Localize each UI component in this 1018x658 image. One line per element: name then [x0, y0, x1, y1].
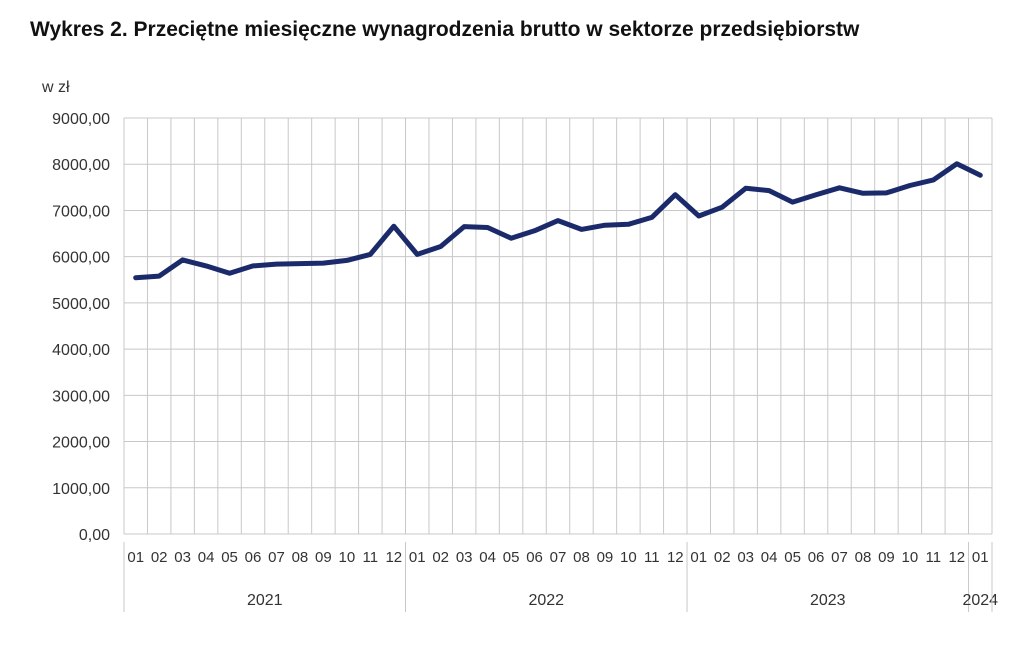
year-label: 2022 [528, 592, 564, 609]
x-tick-label: 03 [737, 549, 754, 566]
x-tick-labels: 01 02 03 04 05 06 07 08 09 10 11 12 01 02 03 04 05 06 07 08… [127, 549, 988, 566]
x-tick-label: 01 [690, 549, 707, 566]
chart-title: Wykres 2. Przeciętne miesięczne wynagrod… [30, 18, 860, 41]
x-tick-label: 03 [456, 549, 473, 566]
x-tick-label: 10 [620, 549, 637, 566]
y-tick-label: 8000,00 [52, 157, 110, 174]
series-layer [133, 161, 983, 281]
y-tick-label: 7000,00 [52, 203, 110, 220]
x-tick-label: 11 [644, 549, 660, 566]
y-tick-label: 1000,00 [52, 481, 110, 498]
y-axis-unit-label: w zł [41, 79, 70, 96]
year-label: 2023 [810, 592, 846, 609]
grid-lines [123, 117, 993, 535]
y-tick-label: 5000,00 [52, 296, 110, 313]
x-tick-label: 06 [245, 549, 262, 566]
x-tick-label: 02 [714, 549, 731, 566]
x-tick-label: 05 [503, 549, 520, 566]
x-tick-label: 01 [972, 549, 989, 566]
x-tick-label: 06 [808, 549, 825, 566]
y-tick-label: 4000,00 [52, 342, 110, 359]
x-tick-label: 02 [432, 549, 449, 566]
x-tick-label: 01 [409, 549, 426, 566]
x-tick-label: 09 [315, 549, 332, 566]
year-label: 2021 [247, 592, 283, 609]
year-labels: 2021 2022 2023 2024 [123, 542, 998, 612]
x-tick-label: 03 [174, 549, 191, 566]
y-tick-label: 6000,00 [52, 250, 110, 267]
x-tick-label: 04 [479, 549, 496, 566]
x-tick-label: 11 [363, 549, 379, 566]
x-tick-label: 01 [127, 549, 144, 566]
x-tick-label: 06 [526, 549, 543, 566]
x-tick-label: 05 [221, 549, 238, 566]
x-tick-label: 07 [268, 549, 285, 566]
x-tick-label: 08 [573, 549, 590, 566]
series-line [133, 161, 983, 281]
x-tick-label: 09 [878, 549, 895, 566]
x-tick-label: 05 [784, 549, 801, 566]
year-label: 2024 [962, 592, 998, 609]
x-tick-label: 10 [339, 549, 356, 566]
x-tick-label: 12 [948, 549, 965, 566]
x-tick-label: 04 [198, 549, 215, 566]
x-tick-label: 12 [667, 549, 684, 566]
y-tick-label: 9000,00 [52, 111, 110, 128]
x-tick-label: 07 [831, 549, 848, 566]
x-tick-label: 12 [385, 549, 402, 566]
y-tick-label: 2000,00 [52, 435, 110, 452]
x-tick-label: 10 [902, 549, 919, 566]
x-tick-label: 08 [292, 549, 309, 566]
x-tick-label: 11 [926, 549, 942, 566]
x-tick-label: 04 [761, 549, 778, 566]
y-tick-labels: 0,00 1000,00 2000,00 3000,00 4000,00 5000,00 6… [52, 111, 110, 544]
y-tick-label: 3000,00 [52, 388, 110, 405]
x-tick-label: 07 [550, 549, 567, 566]
y-tick-label: 0,00 [79, 527, 110, 544]
x-tick-label: 08 [855, 549, 872, 566]
x-tick-label: 02 [151, 549, 168, 566]
x-tick-label: 09 [597, 549, 614, 566]
